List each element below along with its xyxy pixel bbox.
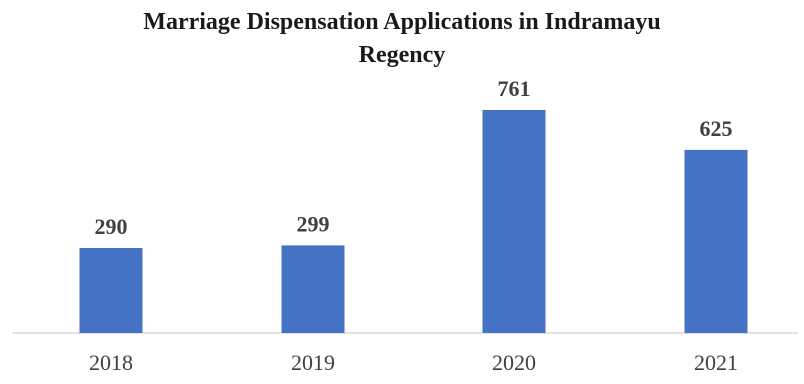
data-label-2019: 299 <box>297 211 330 236</box>
bar-2020 <box>482 110 546 333</box>
x-tick-label-2019: 2019 <box>291 350 335 375</box>
chart-title-line-2: Regency <box>358 42 446 68</box>
chart-title-line-1: Marriage Dispensation Applications in In… <box>143 9 661 35</box>
data-label-2018: 290 <box>95 214 128 239</box>
bar-2021 <box>684 149 748 333</box>
x-tick-label-2018: 2018 <box>89 350 133 375</box>
data-label-2021: 625 <box>700 116 733 141</box>
bar-2019 <box>281 245 345 333</box>
data-label-2020: 761 <box>498 76 531 101</box>
data-labels-group: 290 299 761 625 <box>95 76 733 239</box>
bar-2018 <box>79 248 143 333</box>
x-tick-label-2020: 2020 <box>492 350 536 375</box>
x-tick-labels-group: 2018 2019 2020 2021 <box>89 350 738 375</box>
bars-group <box>79 110 748 333</box>
x-tick-label-2021: 2021 <box>694 350 738 375</box>
